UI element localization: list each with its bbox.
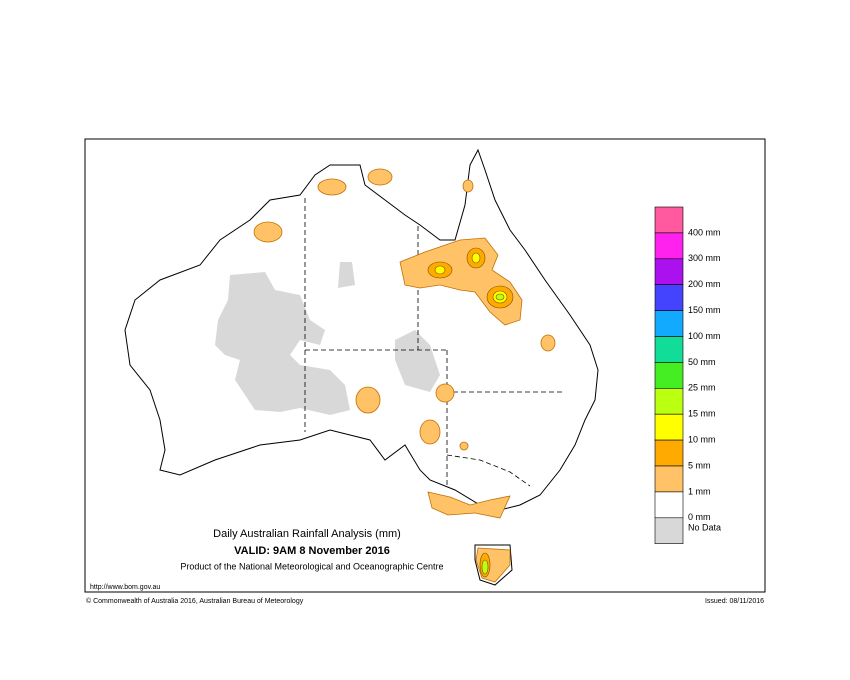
- legend-label: 10 mm: [688, 434, 716, 444]
- valid-time: VALID: 9AM 8 November 2016: [234, 545, 390, 557]
- legend-swatch: [654, 439, 684, 467]
- legend-label: 200 mm: [688, 279, 721, 289]
- legend-label: 1 mm: [688, 486, 711, 496]
- legend-swatch: [654, 465, 684, 493]
- tasmania-outline: [474, 544, 513, 586]
- url[interactable]: http://www.bom.gov.au: [90, 584, 160, 591]
- legend-label: 25 mm: [688, 383, 716, 393]
- legend-label: 400 mm: [688, 227, 721, 237]
- producer: Product of the National Meteorological a…: [180, 561, 443, 571]
- legend-label: No Data: [688, 523, 721, 533]
- title: Daily Australian Rainfall Analysis (mm): [213, 528, 401, 540]
- legend-label: 15 mm: [688, 409, 716, 419]
- legend-label: 100 mm: [688, 331, 721, 341]
- legend-swatch: [654, 206, 684, 234]
- legend-swatch: [654, 232, 684, 260]
- legend-label: 300 mm: [688, 253, 721, 263]
- legend-swatch: [654, 517, 684, 544]
- legend-label: 50 mm: [688, 357, 716, 367]
- legend-swatch: [654, 258, 684, 285]
- legend-swatch: [654, 413, 684, 441]
- legend-swatch: [654, 336, 684, 363]
- legend-swatch: [654, 387, 684, 415]
- issued-date: Issued: 08/11/2016: [705, 598, 764, 605]
- legend-swatch: [654, 362, 684, 389]
- legend-label: 5 mm: [688, 460, 711, 470]
- legend-swatch: [654, 284, 684, 311]
- legend-label: 0 mm: [688, 512, 711, 522]
- mainland-outline: [124, 148, 599, 511]
- legend-label: 150 mm: [688, 305, 721, 315]
- legend-swatch: [654, 491, 684, 519]
- legend-swatch: [654, 310, 684, 337]
- no-data-region: [215, 262, 440, 415]
- heavier-rainfall: [427, 247, 514, 578]
- copyright: © Commonwealth of Australia 2016, Austra…: [86, 597, 304, 605]
- legend: 400 mm 300 mm 200 mm 150 mm 100 mm 50 mm 25 mm…: [654, 206, 721, 544]
